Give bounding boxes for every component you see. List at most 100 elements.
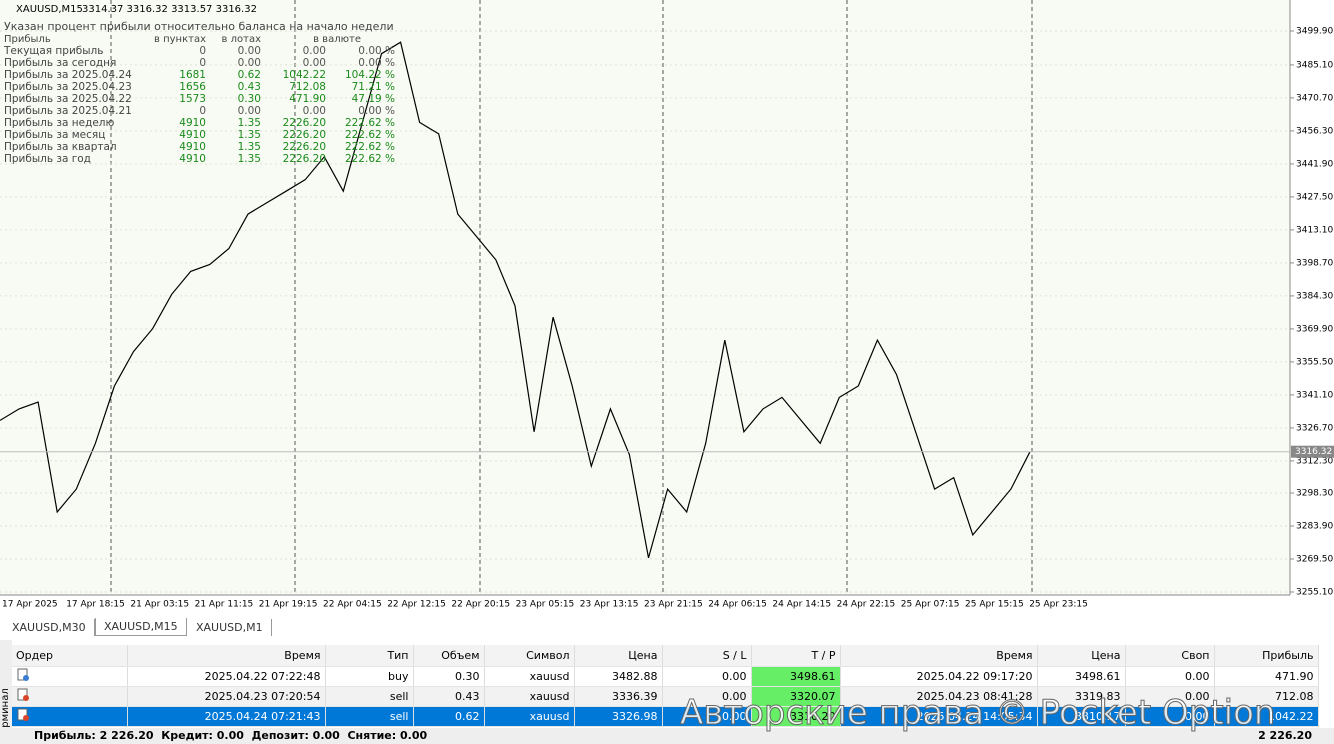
- tab-active[interactable]: XAUUSD,M15: [95, 618, 187, 636]
- overlay-header: в лотах: [222, 34, 262, 45]
- order-cell: 1042.22: [1214, 706, 1319, 727]
- y-tick-label: 3441.90: [1296, 159, 1333, 169]
- overlay-cell: 222.62 %: [345, 141, 395, 153]
- overlay-cell: 1.35: [238, 117, 261, 129]
- overlay-cell: 2226.20: [283, 129, 326, 141]
- column-header: Время: [127, 645, 326, 667]
- order-cell: xauusd: [484, 706, 575, 727]
- y-tick-label: 3312.30: [1296, 456, 1333, 466]
- order-cell: sell: [325, 706, 414, 727]
- y-tick-label: 3470.70: [1296, 93, 1333, 103]
- column-header: Цена: [574, 645, 663, 667]
- overlay-cell: 0.43: [238, 81, 261, 93]
- tab[interactable]: XAUUSD,M30: [4, 619, 95, 636]
- order-cell: 3498.61: [751, 666, 841, 687]
- overlay-cell: 104.22 %: [345, 69, 395, 81]
- y-tick-label: 3326.70: [1296, 423, 1333, 433]
- order-cell: 0.00: [1125, 706, 1215, 727]
- y-tick-label: 3283.90: [1296, 522, 1333, 532]
- overlay-cell: 222.62 %: [345, 117, 395, 129]
- order-cell: 0.30: [413, 666, 485, 687]
- column-header: Ордер: [12, 645, 128, 667]
- x-tick-label: 23 Apr 21:15: [644, 600, 703, 610]
- order-cell: 2025.04.24 07:21:43: [127, 706, 326, 727]
- overlay-cell: 0.00: [238, 45, 261, 57]
- order-cell: 3336.39: [574, 686, 663, 707]
- x-tick-label: 25 Apr 23:15: [1029, 600, 1088, 610]
- x-tick-label: 22 Apr 04:15: [323, 600, 382, 610]
- y-tick-label: 3355.50: [1296, 357, 1333, 367]
- order-cell: 3320.07: [751, 686, 841, 707]
- overlay-cell: 1.35: [238, 153, 261, 165]
- overlay-cell: 2226.20: [283, 141, 326, 153]
- price-line: [0, 41, 1031, 559]
- footer: Прибыль: 2 226.20 Кредит: 0.00 Депозит: …: [0, 728, 1334, 744]
- order-row[interactable]: 2025.04.23 07:20:54 sell 0.43 xauusd 3336.39…: [12, 686, 1319, 707]
- x-tick-label: 23 Apr 05:15: [516, 600, 575, 610]
- order-cell: 3310.17: [1037, 706, 1126, 727]
- overlay-cell: 0: [199, 57, 206, 69]
- y-tick-label: 3499.90: [1296, 27, 1333, 37]
- y-tick-label: 3456.30: [1296, 126, 1333, 136]
- overlay-cell: 71.21 %: [352, 81, 395, 93]
- axis-bg: [0, 595, 1290, 615]
- order-icon: [17, 668, 29, 681]
- column-header: Символ: [484, 645, 575, 667]
- x-tick-label: 24 Apr 14:15: [772, 600, 831, 610]
- column-header: Своп: [1125, 645, 1215, 667]
- x-tick-label: 22 Apr 12:15: [387, 600, 446, 610]
- overlay-note: Указан процент прибыли относительно бала…: [4, 20, 394, 33]
- overlay-cell: 0.62: [238, 69, 261, 81]
- overlay-cell: Прибыль за 2025.04.24: [4, 69, 132, 81]
- x-tick-label: 21 Apr 03:15: [130, 600, 189, 610]
- overlay-cell: 1573: [179, 93, 206, 105]
- order-cell: sell: [325, 686, 414, 707]
- current-price-box: [1291, 445, 1334, 458]
- terminal-label: Терминал: [0, 688, 11, 730]
- overlay-cell: 0.00: [238, 105, 261, 117]
- order-row[interactable]: 2025.04.22 07:22:48 buy 0.30 xauusd 3482.88 0…: [12, 666, 1319, 687]
- order-cell: [12, 686, 128, 707]
- x-tick-label: 17 Apr 2025: [2, 600, 58, 610]
- overlay-header: в валюте: [313, 34, 361, 45]
- window-title: XAUUSD,M15: [16, 4, 83, 15]
- order-cell: 712.08: [1214, 686, 1319, 707]
- order-cell: 0.00: [662, 686, 752, 707]
- overlay-cell: 47.19 %: [352, 93, 395, 105]
- overlay-cell: 0.00: [303, 45, 326, 57]
- y-tick-label: 3485.10: [1296, 60, 1333, 70]
- overlay-cell: 2226.20: [283, 117, 326, 129]
- overlay-cell: Прибыль за сегодня: [4, 57, 116, 69]
- tab[interactable]: XAUUSD,M1: [188, 619, 272, 636]
- order-cell: 2025.04.23 07:20:54: [127, 686, 326, 707]
- overlay-cell: 0.00: [238, 57, 261, 69]
- overlay-cell: 0: [199, 45, 206, 57]
- x-tick-label: 25 Apr 15:15: [965, 600, 1024, 610]
- y-tick-label: 3369.90: [1296, 324, 1333, 334]
- overlay-cell: 222.62 %: [345, 153, 395, 165]
- footer-summary: Прибыль: 2 226.20 Кредит: 0.00 Депозит: …: [34, 729, 428, 742]
- overlay-header: Прибыль: [4, 34, 51, 45]
- order-row[interactable]: 2025.04.24 07:21:43 sell 0.62 xauusd 3326.98…: [12, 706, 1319, 727]
- order-cell: buy: [325, 666, 414, 687]
- y-tick-label: 3384.30: [1296, 291, 1333, 301]
- window-quote: 3314.37 3316.32 3313.57 3316.32: [82, 4, 257, 15]
- overlay-cell: 4910: [179, 141, 206, 153]
- overlay-cell: Прибыль за 2025.04.23: [4, 81, 132, 93]
- column-header: Прибыль: [1214, 645, 1319, 667]
- order-cell: 3498.61: [1037, 666, 1126, 687]
- order-cell: 0.00: [1125, 666, 1215, 687]
- overlay-cell: 0.00: [303, 57, 326, 69]
- y-tick-label: 3255.10: [1296, 588, 1333, 598]
- order-cell: 2025.04.22 07:22:48: [127, 666, 326, 687]
- y-tick-label: 3269.50: [1296, 555, 1333, 565]
- overlay-cell: 0.00 %: [358, 105, 395, 117]
- y-tick-label: 3341.10: [1296, 390, 1333, 400]
- footer-total: 2 226.20: [1258, 729, 1312, 742]
- overlay-cell: 4910: [179, 129, 206, 141]
- overlay-cell: Прибыль за год: [4, 153, 91, 165]
- column-header: Время: [840, 645, 1038, 667]
